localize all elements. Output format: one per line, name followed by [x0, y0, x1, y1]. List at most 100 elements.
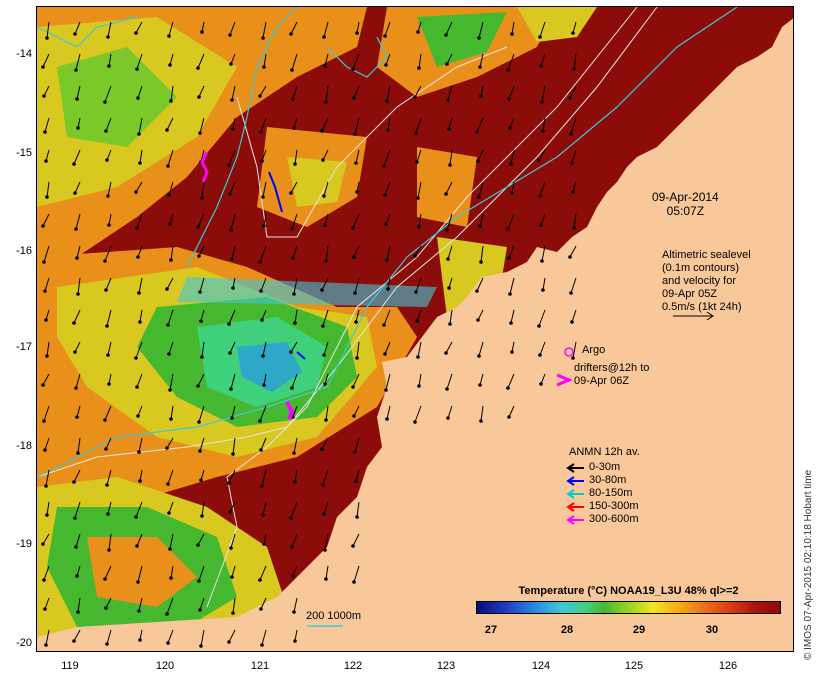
velocity-arrow	[260, 597, 267, 610]
velocity-arrow-head	[105, 324, 109, 328]
velocity-arrow-head	[166, 641, 170, 645]
velocity-arrow-head	[227, 163, 231, 167]
drifter-legend-icon	[556, 373, 573, 387]
velocity-arrow	[139, 149, 143, 164]
velocity-arrow-head	[229, 387, 233, 391]
velocity-arrow-head	[75, 256, 79, 260]
velocity-arrow	[293, 597, 298, 613]
velocity-arrow	[540, 53, 546, 67]
velocity-arrow-head	[291, 256, 295, 260]
velocity-arrow	[136, 373, 143, 388]
velocity-arrow	[228, 309, 236, 325]
velocity-arrow	[449, 149, 453, 166]
velocity-arrow-head	[385, 417, 389, 421]
velocity-arrow-head	[198, 290, 202, 294]
velocity-arrow-head	[292, 451, 296, 455]
velocity-arrow-head	[75, 97, 79, 101]
velocity-arrow-head	[476, 318, 480, 322]
velocity-arrow	[77, 437, 81, 454]
x-tick: 125	[624, 660, 644, 672]
velocity-arrow	[44, 117, 50, 133]
velocity-arrow-head	[43, 607, 47, 611]
velocity-arrow-head	[352, 255, 356, 259]
velocity-arrow-head	[572, 226, 576, 230]
velocity-arrow-head	[138, 161, 142, 165]
velocity-arrow	[291, 53, 298, 71]
velocity-arrow	[168, 21, 174, 37]
colorbar-tick: 30	[705, 624, 719, 636]
velocity-arrow-head	[134, 190, 138, 194]
velocity-arrow-head	[570, 320, 574, 324]
velocity-arrow	[446, 213, 453, 231]
velocity-arrow	[447, 85, 453, 101]
velocity-arrow	[259, 245, 267, 263]
velocity-arrow	[137, 245, 143, 258]
velocity-arrow	[201, 341, 205, 358]
x-tick: 122	[343, 660, 363, 672]
velocity-arrow-head	[540, 259, 544, 263]
velocity-arrow-head	[169, 417, 173, 421]
velocity-arrow-head	[259, 130, 263, 134]
velocity-arrow	[446, 373, 453, 390]
velocity-arrow	[168, 181, 174, 196]
velocity-arrow-head	[104, 129, 108, 133]
velocity-arrow-head	[196, 543, 200, 547]
velocity-arrow	[169, 533, 174, 550]
velocity-arrow	[415, 117, 422, 134]
velocity-arrow	[510, 309, 515, 324]
anmn-legend-row: 30-80m	[566, 474, 640, 487]
anmn-depth-label: 300-600m	[589, 513, 639, 525]
velocity-arrow-head	[386, 287, 390, 291]
velocity-arrow-head	[199, 319, 203, 323]
velocity-arrow-head	[258, 578, 262, 582]
velocity-arrow-head	[73, 191, 77, 195]
velocity-arrow-head	[446, 416, 450, 420]
velocity-arrow	[76, 245, 81, 259]
velocity-arrow	[166, 277, 174, 290]
velocity-arrow-head	[354, 161, 358, 165]
velocity-arrow	[416, 309, 422, 322]
velocity-arrow-head	[321, 483, 325, 487]
velocity-arrow	[107, 21, 112, 38]
velocity-arrow	[324, 53, 329, 67]
velocity-arrow	[290, 501, 298, 519]
velocity-arrow-head	[352, 96, 356, 100]
velocity-arrow-head	[448, 163, 452, 167]
velocity-arrow	[291, 373, 298, 389]
velocity-arrow-head	[72, 480, 76, 484]
sst-map[interactable]	[36, 6, 794, 652]
velocity-arrow-head	[353, 450, 357, 454]
velocity-arrow	[541, 245, 546, 262]
velocity-arrow	[228, 629, 236, 643]
velocity-arrow	[418, 213, 422, 228]
velocity-arrow	[294, 149, 298, 165]
velocity-arrow-head	[478, 224, 482, 228]
velocity-arrow	[570, 277, 577, 294]
velocity-arrow-head	[571, 190, 575, 194]
argo-float-marker[interactable]	[564, 347, 574, 357]
velocity-arrow	[325, 565, 329, 580]
velocity-arrow-head	[258, 419, 262, 423]
velocity-arrow	[262, 501, 267, 516]
velocity-arrow-head	[476, 159, 480, 163]
velocity-arrow	[170, 565, 174, 579]
velocity-arrow	[231, 565, 236, 578]
velocity-arrow	[325, 245, 329, 262]
y-tick: -19	[16, 538, 32, 550]
velocity-arrow	[263, 53, 267, 68]
velocity-arrow	[352, 213, 360, 229]
velocity-arrow	[107, 181, 112, 197]
velocity-arrow	[42, 213, 50, 227]
velocity-arrow	[137, 85, 143, 99]
velocity-arrow	[448, 117, 453, 130]
velocity-arrow	[571, 309, 577, 323]
velocity-arrow-head	[198, 608, 202, 612]
velocity-arrow-head	[42, 94, 46, 98]
velocity-arrow	[322, 149, 329, 161]
altimetry-line: (0.1m contours)	[662, 262, 740, 274]
velocity-arrow-head	[571, 31, 575, 35]
velocity-arrow	[168, 501, 174, 514]
velocity-arrow-head	[509, 321, 513, 325]
x-tick: 119	[61, 660, 79, 672]
velocity-arrow-head	[539, 223, 543, 227]
